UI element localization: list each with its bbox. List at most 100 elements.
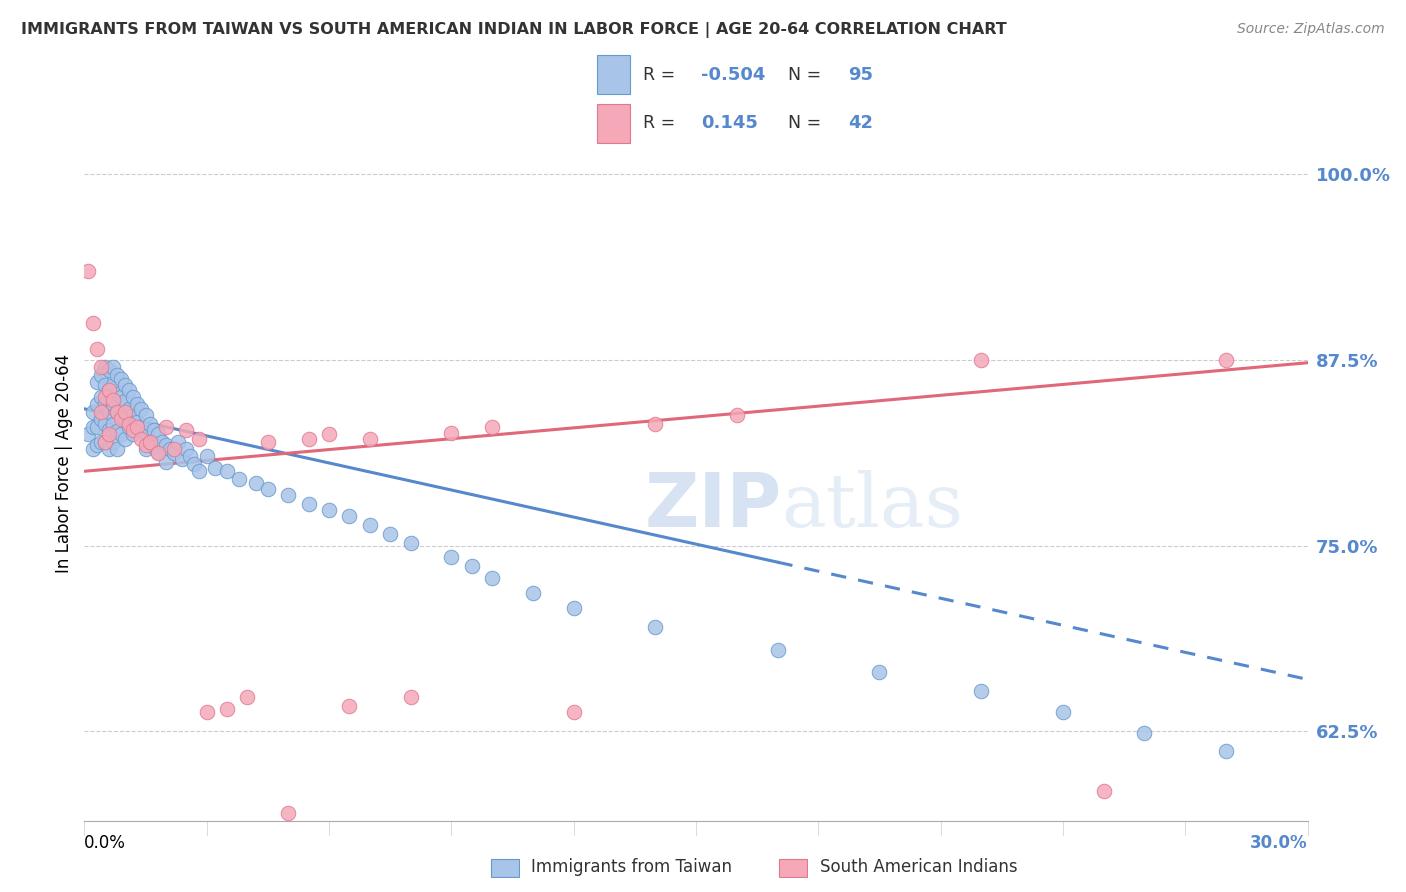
Point (204, 461, 226, 475)
Point (155, 437, 177, 451)
Point (440, 425, 463, 440)
Point (481, 571, 503, 585)
FancyBboxPatch shape (596, 104, 630, 144)
Point (101, 417, 124, 431)
Point (257, 434, 280, 449)
Point (97, 383, 120, 397)
FancyBboxPatch shape (779, 859, 807, 877)
Point (118, 417, 141, 431)
Point (93, 378, 117, 392)
Point (298, 497, 321, 511)
Text: R =: R = (643, 114, 681, 132)
Point (122, 427, 145, 442)
Point (101, 392, 124, 407)
Point (1133, 726, 1156, 740)
Point (114, 394, 136, 409)
Point (82, 419, 104, 434)
Point (138, 434, 160, 449)
Point (187, 464, 209, 478)
Point (562, 705, 585, 719)
Point (114, 405, 136, 419)
Point (135, 442, 157, 456)
Point (1215, 352, 1237, 367)
Text: South American Indians: South American Indians (820, 858, 1018, 876)
FancyBboxPatch shape (596, 55, 630, 95)
Text: R =: R = (643, 66, 681, 84)
Point (90, 390, 112, 404)
Point (155, 419, 177, 434)
Text: Immigrants from Taiwan: Immigrants from Taiwan (531, 858, 733, 876)
Point (110, 427, 132, 442)
Point (127, 415, 149, 429)
Point (122, 408, 145, 422)
Point (172, 452, 194, 467)
Point (86, 397, 108, 411)
Point (245, 476, 267, 491)
Point (217, 464, 239, 478)
Point (339, 699, 361, 714)
Point (131, 419, 153, 434)
Point (101, 360, 124, 375)
Point (97, 405, 120, 419)
Point (644, 417, 666, 431)
Point (481, 419, 503, 434)
Point (339, 508, 361, 523)
Point (159, 442, 181, 456)
Point (97, 423, 120, 437)
FancyBboxPatch shape (491, 859, 519, 877)
Point (135, 425, 157, 440)
Text: N =: N = (789, 114, 827, 132)
Point (1092, 784, 1115, 798)
Point (725, 408, 748, 422)
Point (135, 437, 157, 451)
Point (1052, 705, 1074, 719)
Point (90, 360, 112, 375)
Point (236, 690, 259, 705)
Point (187, 432, 209, 446)
Text: 95: 95 (848, 66, 873, 84)
Point (110, 372, 132, 386)
Point (167, 434, 190, 449)
Point (399, 690, 422, 705)
Point (90, 412, 112, 426)
Point (86, 419, 108, 434)
Point (90, 434, 112, 449)
Point (869, 665, 891, 679)
Point (970, 684, 993, 698)
Point (93, 434, 117, 449)
Point (399, 535, 422, 549)
Point (163, 442, 186, 456)
Point (766, 642, 789, 657)
Point (318, 427, 340, 442)
Point (110, 409, 132, 424)
Point (142, 423, 165, 437)
Point (135, 408, 157, 422)
Point (195, 705, 218, 719)
Point (1215, 744, 1237, 758)
Point (101, 378, 124, 392)
Text: IMMIGRANTS FROM TAIWAN VS SOUTH AMERICAN INDIAN IN LABOR FORCE | AGE 20-64 CORRE: IMMIGRANTS FROM TAIWAN VS SOUTH AMERICAN… (21, 22, 1007, 38)
Point (183, 457, 205, 471)
Point (93, 434, 117, 449)
Point (562, 601, 585, 615)
Point (97, 442, 120, 456)
Point (97, 363, 120, 377)
Point (110, 390, 132, 404)
Point (440, 550, 463, 565)
Point (82, 405, 104, 419)
Text: atlas: atlas (782, 470, 963, 543)
Point (644, 620, 666, 634)
Point (131, 432, 153, 446)
Point (77, 427, 100, 442)
Point (93, 417, 117, 431)
Point (146, 427, 169, 442)
Text: -0.504: -0.504 (700, 66, 765, 84)
Point (217, 702, 239, 716)
Point (93, 397, 117, 411)
Point (127, 419, 149, 434)
Point (179, 450, 201, 464)
Text: 30.0%: 30.0% (1250, 834, 1308, 852)
Point (114, 412, 136, 426)
Point (77, 263, 100, 277)
Point (118, 383, 141, 397)
